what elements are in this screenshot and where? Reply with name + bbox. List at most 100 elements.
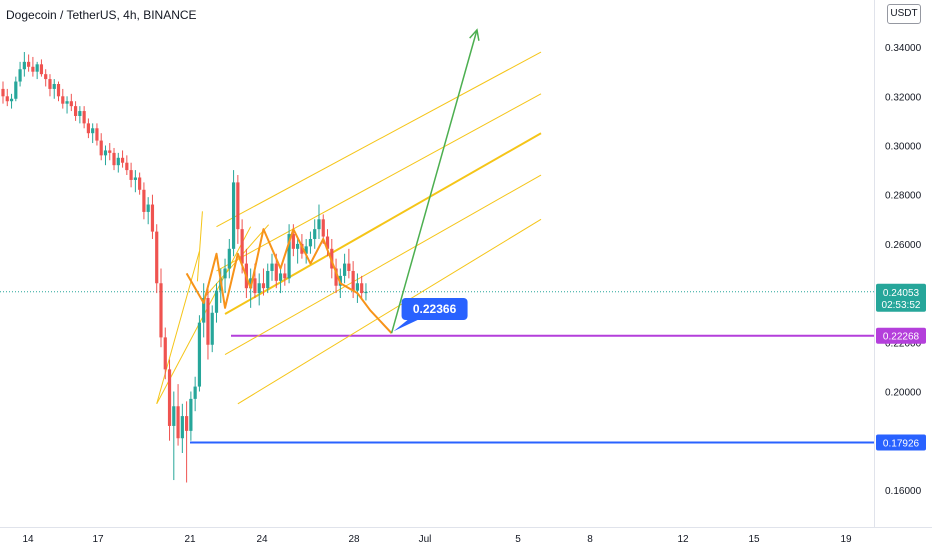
candle-body — [116, 157, 120, 166]
resistance-price-label: 0.22268 — [883, 332, 920, 343]
candle-body — [304, 246, 308, 254]
candle-body — [35, 64, 39, 72]
candle-body — [146, 204, 150, 212]
candle-body — [291, 234, 295, 249]
support-price-tag — [876, 434, 926, 451]
time-tick-label: 12 — [677, 534, 689, 545]
candlestick-series — [1, 52, 368, 483]
candle-body — [159, 283, 163, 338]
countdown-label: 02:53:52 — [882, 300, 921, 311]
pitchfork-line — [237, 218, 542, 405]
candle-body — [321, 219, 325, 237]
candle-body — [261, 283, 266, 289]
candle-body — [129, 170, 133, 180]
price-tick-label: 0.26000 — [885, 240, 922, 251]
candle-body — [52, 84, 56, 89]
candle-body — [163, 337, 167, 370]
time-axis[interactable]: 14 17 21 24 28 Jul 5 8 12 15 19 — [0, 527, 932, 550]
candle-body — [39, 64, 44, 75]
candle-body — [73, 106, 78, 116]
candle-body — [61, 96, 65, 104]
chart-title: Dogecoin / TetherUS, 4h, BINANCE — [6, 8, 197, 22]
candle-body — [95, 128, 99, 141]
candle-body — [287, 234, 291, 279]
candle-body — [210, 312, 214, 345]
candle-body — [91, 128, 95, 134]
candle-body — [172, 406, 176, 426]
candle-body — [193, 386, 197, 399]
candle-body — [112, 152, 116, 166]
candle-body — [56, 84, 61, 97]
time-tick-label: 17 — [92, 534, 104, 545]
candle-body — [99, 140, 103, 156]
candle-body — [274, 263, 278, 281]
candle-body — [18, 69, 22, 82]
candle-body — [300, 243, 304, 254]
candle-body — [360, 283, 364, 294]
time-tick-label: 24 — [256, 534, 268, 545]
candle-body — [334, 268, 338, 286]
pitchfork-line — [216, 51, 542, 228]
candle-body — [231, 182, 236, 249]
price-tick-label: 0.22000 — [885, 338, 922, 349]
resistance-price-tag — [876, 327, 926, 344]
candle-body — [364, 291, 368, 294]
candle-body — [133, 177, 137, 180]
candle-body — [185, 416, 189, 431]
candle-body — [351, 270, 355, 291]
candle-body — [266, 270, 270, 289]
time-axis-bg — [0, 527, 932, 550]
candle-body — [9, 98, 14, 102]
candle-body — [176, 406, 180, 439]
candle-body — [65, 101, 69, 104]
pitchfork-median-line — [224, 132, 542, 315]
candle-body — [189, 398, 193, 431]
pitchfork-drawing — [156, 51, 542, 405]
price-axis-bg — [874, 0, 932, 550]
candle-body — [103, 150, 108, 156]
candle-body — [86, 123, 90, 134]
candle-body — [1, 88, 5, 97]
candle-body — [223, 268, 227, 279]
candle-body — [138, 177, 142, 190]
candle-body — [296, 243, 300, 249]
price-tick-label: 0.30000 — [885, 142, 922, 153]
candle-body — [355, 283, 360, 291]
pattern-drawing — [185, 228, 393, 334]
callout-pointer — [393, 320, 418, 332]
pitchfork-line — [224, 174, 542, 356]
candle-body — [283, 273, 287, 279]
candle-body — [202, 298, 206, 323]
time-tick-label: 14 — [22, 534, 34, 545]
candle-body — [142, 189, 146, 212]
candle-body — [120, 157, 125, 163]
candle-body — [22, 61, 26, 70]
candle-body — [236, 182, 240, 230]
candle-body — [180, 416, 184, 439]
candle-body — [44, 74, 48, 80]
candle-body — [27, 61, 31, 67]
time-tick-label: 21 — [184, 534, 196, 545]
last-price-tag — [876, 283, 926, 312]
candle-body — [78, 111, 82, 116]
price-tick-label: 0.28000 — [885, 191, 922, 202]
time-tick-label: 19 — [840, 534, 852, 545]
currency-button[interactable]: USDT — [887, 4, 921, 24]
candle-body — [108, 150, 112, 153]
candle-body — [197, 322, 202, 387]
pitchfork-anchor-line — [196, 211, 203, 282]
price-axis[interactable]: 0.34000 0.32000 0.30000 0.28000 0.26000 0.240… — [874, 0, 932, 550]
price-tick-label: 0.32000 — [885, 92, 922, 103]
candle-body — [253, 278, 257, 294]
price-tick-label: 0.16000 — [885, 486, 922, 497]
candle-body — [125, 162, 129, 171]
candle-body — [5, 96, 9, 102]
last-price-label: 0.24053 — [883, 288, 920, 299]
support-price-label: 0.17926 — [883, 439, 920, 450]
time-tick-label: 15 — [748, 534, 760, 545]
candle-body — [343, 263, 347, 276]
candle-body — [150, 204, 155, 232]
time-tick-label: Jul — [419, 534, 432, 545]
level-lines — [0, 291, 874, 444]
